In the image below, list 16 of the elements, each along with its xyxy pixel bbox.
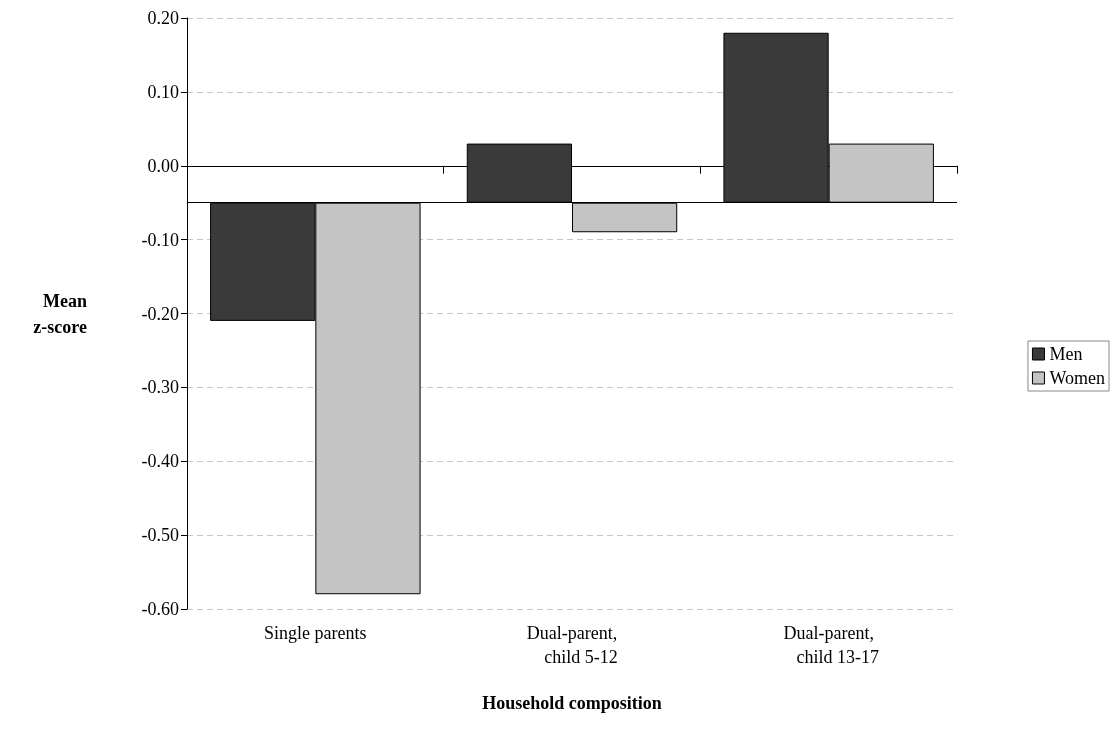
y-tick-label: 0.20: [147, 8, 179, 28]
y-tick-label: 0.00: [147, 155, 179, 176]
y-tick-label: -0.60: [141, 599, 179, 619]
y-axis-title: Mean z-score: [33, 290, 87, 337]
x-tick-label: Dual-parent, child 13-17: [778, 623, 879, 667]
y-tick-label: -0.40: [141, 451, 179, 472]
y-tick-label: -0.10: [141, 229, 179, 250]
y-tick-label: -0.20: [141, 303, 179, 324]
y-tick-label: 0.10: [147, 81, 179, 102]
y-tick-label: -0.50: [141, 525, 179, 546]
legend-label: Women: [1049, 368, 1106, 388]
x-axis-title: Household composition: [482, 693, 662, 713]
x-tick-label: Single parents: [264, 623, 367, 643]
x-tick-label: Dual-parent, child 5-12: [526, 623, 618, 667]
y-tick-label: -0.30: [141, 377, 179, 398]
legend-label: Men: [1049, 344, 1083, 364]
